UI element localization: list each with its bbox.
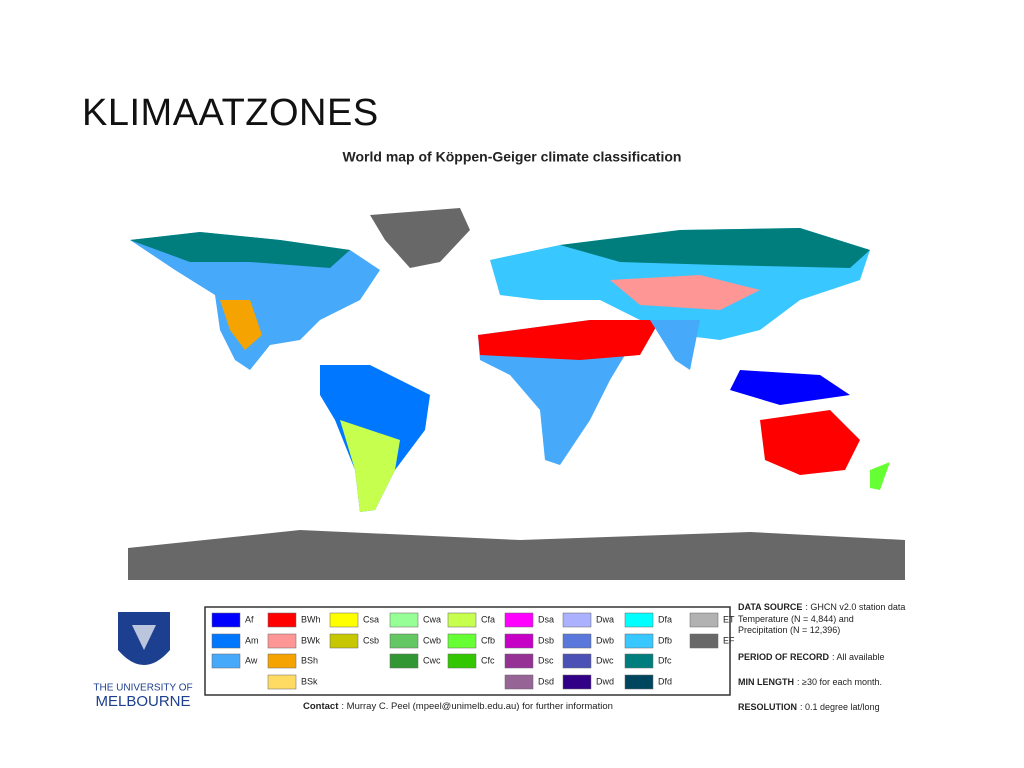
legend-label: Csa	[363, 614, 379, 624]
info-value: : All available	[832, 652, 885, 662]
legend-label: Dwa	[596, 614, 614, 624]
legend-swatch	[329, 612, 359, 628]
logo-line: THE UNIVERSITY OF	[93, 683, 192, 694]
legend-swatch	[562, 653, 592, 669]
legend-swatch	[389, 633, 419, 649]
legend-label: Dwc	[596, 655, 614, 665]
legend-swatch	[267, 674, 297, 690]
sahara	[478, 320, 660, 360]
new-zealand	[870, 462, 890, 490]
north-america-north	[130, 232, 350, 268]
legend-label: Dwb	[596, 635, 614, 645]
legend-swatch	[504, 653, 534, 669]
legend-label: BWk	[301, 635, 320, 645]
legend-swatch	[504, 674, 534, 690]
legend-swatch	[267, 633, 297, 649]
legend-label: Cfc	[481, 655, 495, 665]
legend-swatch	[562, 633, 592, 649]
greenland	[370, 208, 470, 268]
indonesia	[730, 370, 850, 405]
info-line: DATA SOURCE: GHCN v2.0 station data	[738, 602, 905, 612]
info-label: RESOLUTION	[738, 702, 797, 712]
legend-swatch	[689, 612, 719, 628]
legend-label: Af	[245, 614, 254, 624]
legend-swatch	[389, 612, 419, 628]
info-line: PERIOD OF RECORD: All available	[738, 652, 885, 662]
slide-title: KLIMAATZONES	[82, 92, 379, 134]
map-title: World map of Köppen-Geiger climate class…	[343, 149, 682, 165]
legend-label: Csb	[363, 635, 379, 645]
legend-label: Dfa	[658, 614, 672, 624]
legend-label: Dsd	[538, 676, 554, 686]
legend-swatch	[624, 653, 654, 669]
legend-label: ET	[723, 614, 735, 624]
info-line: Precipitation (N = 12,396)	[738, 625, 840, 635]
india	[650, 320, 700, 370]
legend-label: Dwd	[596, 676, 614, 686]
legend-swatch	[562, 674, 592, 690]
info-line: RESOLUTION: 0.1 degree lat/long	[738, 702, 880, 712]
legend-swatch	[267, 612, 297, 628]
info-value: Precipitation (N = 12,396)	[738, 625, 840, 635]
legend-swatch	[562, 612, 592, 628]
legend-swatch	[211, 612, 241, 628]
legend-swatch	[624, 633, 654, 649]
legend-label: Dsb	[538, 635, 554, 645]
north-america-dry	[220, 300, 262, 350]
legend-swatch	[624, 674, 654, 690]
legend-label: BSh	[301, 655, 318, 665]
legend-swatch	[267, 653, 297, 669]
logo-emblem	[132, 625, 156, 650]
info-label: MIN LENGTH	[738, 677, 794, 687]
legend-swatch	[624, 612, 654, 628]
legend-label: Am	[245, 635, 259, 645]
legend-label: Cwa	[423, 614, 441, 624]
legend-label: Cfb	[481, 635, 495, 645]
legend-label: BWh	[301, 614, 321, 624]
legend-label: Cwc	[423, 655, 441, 665]
legend-label: Dfc	[658, 655, 672, 665]
legend-swatch	[447, 612, 477, 628]
legend-swatch	[504, 612, 534, 628]
legend-swatch	[389, 653, 419, 669]
eurasia-north	[560, 228, 870, 268]
south-america-south	[340, 420, 400, 512]
info-line: Temperature (N = 4,844) and	[738, 614, 854, 624]
legend-label: Cfa	[481, 614, 495, 624]
contact-line: Contact: Murray C. Peel (mpeel@unimelb.e…	[303, 701, 613, 712]
legend-label: Cwb	[423, 635, 441, 645]
world-map	[128, 208, 905, 580]
legend-label: Dsc	[538, 655, 554, 665]
legend-label: EF	[723, 635, 735, 645]
legend-label: BSk	[301, 676, 318, 686]
legend-swatch	[211, 653, 241, 669]
info-value: : 0.1 degree lat/long	[800, 702, 880, 712]
legend-label: Dfd	[658, 676, 672, 686]
info-value: : GHCN v2.0 station data	[805, 602, 905, 612]
info-label: PERIOD OF RECORD	[738, 652, 830, 662]
contact-label: Contact	[303, 701, 339, 712]
info-label: DATA SOURCE	[738, 602, 802, 612]
logo-line: MELBOURNE	[95, 693, 190, 710]
info-value: : ≥30 for each month.	[797, 677, 882, 687]
legend-swatch	[447, 633, 477, 649]
legend-swatch	[447, 653, 477, 669]
contact-value: : Murray C. Peel (mpeel@unimelb.edu.au) …	[341, 701, 613, 712]
legend-label: Aw	[245, 655, 258, 665]
legend-label: Dfb	[658, 635, 672, 645]
legend-label: Dsa	[538, 614, 554, 624]
legend-swatch	[504, 633, 534, 649]
legend-swatch	[689, 633, 719, 649]
australia	[760, 410, 860, 475]
university-logo	[118, 612, 170, 665]
central-asia	[610, 275, 760, 310]
antarctica	[128, 530, 905, 580]
info-line: MIN LENGTH: ≥30 for each month.	[738, 677, 882, 687]
legend-swatch	[211, 633, 241, 649]
info-value: Temperature (N = 4,844) and	[738, 614, 854, 624]
legend-swatch	[329, 633, 359, 649]
